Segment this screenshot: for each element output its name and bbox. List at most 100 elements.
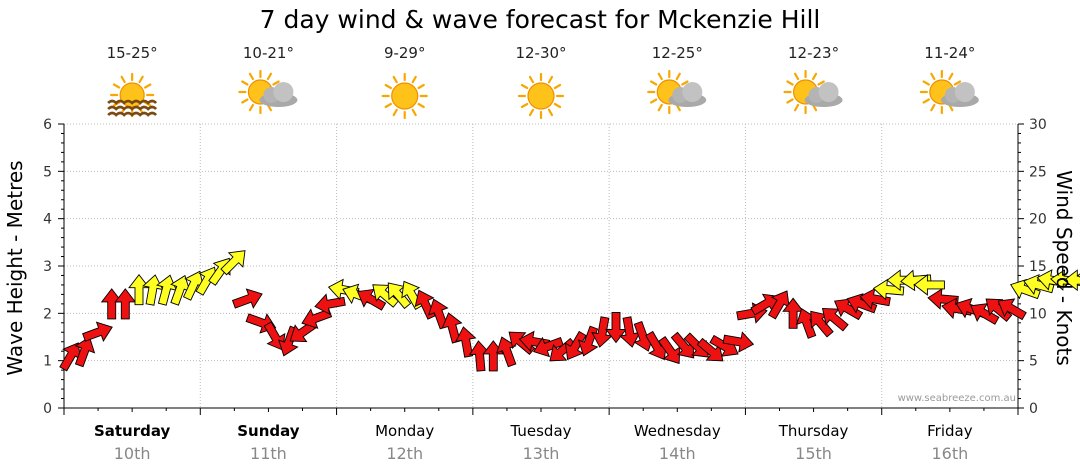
y-left-tick-label: 1 [43,354,52,370]
day-label: Monday [375,422,434,440]
sun-ray [793,72,800,81]
wind-arrow [564,330,587,361]
wind-arrow [1063,269,1080,292]
y-right-tick-label: 10 [1029,306,1047,322]
temperature-range: 10-21° [243,44,294,62]
wind-arrows [59,250,1080,372]
wind-arrow [170,274,191,306]
y-right-tick-label: 15 [1029,259,1047,275]
sun-cloud-icon [783,69,843,115]
wind-arrow [1010,278,1041,300]
day-header: 12-23° Thursday 15th [778,44,849,463]
sun-ray [241,98,249,104]
day-header: 9-29° Monday 12th [375,44,434,463]
sun-ray [392,75,398,84]
day-header: 11-24° Friday 16th [919,44,979,463]
wind-arrow [496,336,517,368]
sun-cloud-icon [647,69,707,115]
y-left-tick-label: 0 [43,401,52,417]
y-right-tick-label: 5 [1029,354,1038,370]
sun-ray [528,108,535,117]
sun-icon [381,72,428,120]
sun-ray [384,83,392,90]
sun-ray [417,102,425,109]
cloud-part [954,82,975,102]
wind-arrow [722,331,755,353]
sun-ray [553,83,562,90]
sun-ray [953,80,962,86]
sun-ray [411,75,417,84]
sun-ray [657,103,663,112]
sun-ray [547,108,554,117]
sun-disc [527,82,555,110]
wind-arrow [59,342,82,372]
sun-ray [930,72,936,81]
wind-arrow [605,312,627,344]
temperature-range: 12-30° [515,44,566,62]
date-label: 10th [114,444,151,463]
sun-ray [520,102,529,109]
sun-ray [786,80,794,86]
wind-arrow [970,303,1000,325]
sun-ray [793,103,800,112]
wind-arrow [100,288,123,320]
sun-ray [138,75,144,84]
chart-title: 7 day wind & wave forecast for Mckenzie … [260,5,821,34]
sun-ray [553,102,562,109]
wind-arrow [533,336,564,358]
wind-arrow [468,340,491,372]
sun-ray [657,72,663,81]
y-left-tick-label: 4 [43,212,52,228]
sun-ray [144,83,152,89]
sun-ray [411,108,417,117]
sun-ray [528,75,535,84]
wind-arrow [128,273,150,306]
wind-arrow [114,288,137,320]
sun-ray [948,72,954,81]
sun-ray [649,98,658,104]
wind-arrow [913,273,945,296]
wind-arrow [670,331,695,359]
haze-line [107,111,158,117]
day-header: 12-25° Wednesday 14th [634,44,721,463]
sun-ray [786,98,794,104]
wind-arrow [810,310,834,338]
day-header: 15-25° Saturday 10th [94,44,171,463]
sun-haze-icon [107,72,158,118]
sun-ray [547,75,554,84]
sun-ray [248,72,255,81]
sun-ray [922,98,930,104]
sun-ray [266,72,273,81]
wind-arrow [872,278,905,301]
y-left-tick-label: 5 [43,164,52,180]
sun-ray [675,72,681,81]
sun-ray [681,80,689,86]
sun-ray [930,103,936,112]
wind-arrow [657,335,681,365]
axes: 0 1 2 3 4 5 6 0 5 10 15 20 25 30 [43,117,1047,417]
sun-disc [391,82,419,110]
day-header: 10-21° Sunday 11th [237,44,300,463]
day-label: Wednesday [634,422,721,440]
day-label: Saturday [94,422,171,440]
day-header: 12-30° Tuesday 13th [509,44,571,463]
temperature-range: 11-24° [924,44,975,62]
temperature-range: 9-29° [384,44,426,62]
cloud-part [273,82,294,102]
y-right-tick-label: 25 [1029,164,1047,180]
temperature-range: 15-25° [107,44,158,62]
wind-arrow [74,336,96,368]
wind-arrow [314,293,346,315]
date-label: 11th [250,444,287,463]
date-label: 15th [795,444,832,463]
day-label: Friday [927,422,973,440]
wind-arrow [859,288,891,310]
sun-ray [112,83,121,89]
day-label: Tuesday [509,422,571,440]
wind-arrow [782,297,805,329]
haze-line [107,105,158,111]
cloud-part [682,82,703,102]
wind-arrow [619,316,641,348]
temperature-range: 12-23° [788,44,839,62]
date-label: 14th [659,444,696,463]
